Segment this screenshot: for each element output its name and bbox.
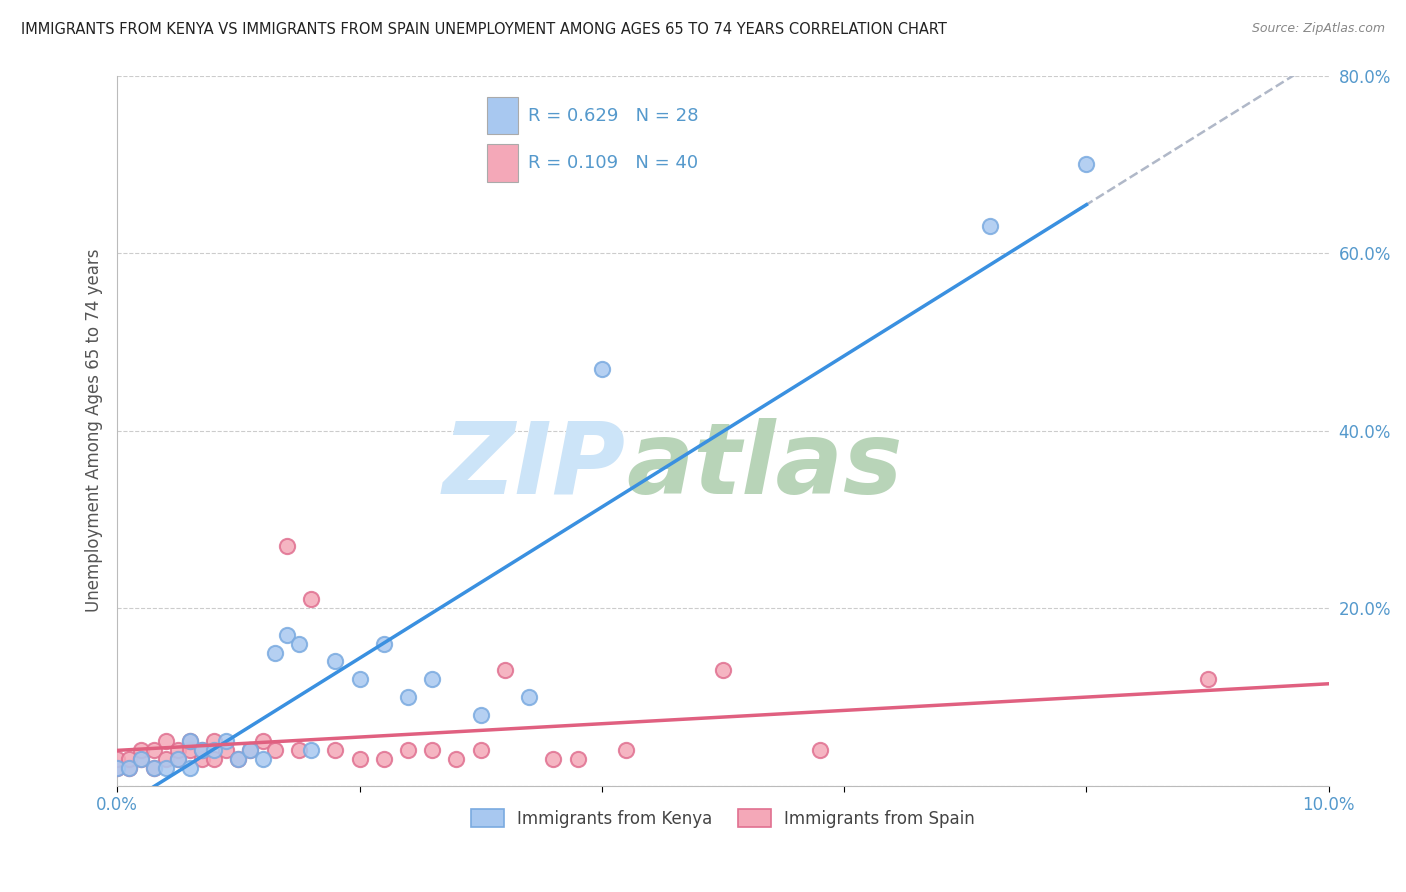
Point xyxy=(191,743,214,757)
Point xyxy=(323,743,346,757)
Point xyxy=(420,743,443,757)
Point xyxy=(105,761,128,775)
Point xyxy=(215,734,238,748)
Point xyxy=(228,752,250,766)
Point xyxy=(543,752,565,766)
Point xyxy=(808,743,831,757)
Point xyxy=(494,664,516,678)
Point xyxy=(299,743,322,757)
Point xyxy=(299,592,322,607)
Point xyxy=(373,752,395,766)
Point xyxy=(179,761,201,775)
Point xyxy=(470,707,492,722)
Point xyxy=(276,539,298,553)
Point xyxy=(396,690,419,704)
Point xyxy=(263,646,285,660)
Point xyxy=(228,752,250,766)
Point xyxy=(420,672,443,686)
Point xyxy=(252,752,274,766)
Point xyxy=(191,752,214,766)
Point xyxy=(1197,672,1219,686)
Point xyxy=(118,761,141,775)
Point xyxy=(614,743,637,757)
Point xyxy=(155,752,177,766)
Point xyxy=(1076,157,1098,171)
Point xyxy=(349,752,371,766)
Point xyxy=(118,752,141,766)
Point xyxy=(470,743,492,757)
Point xyxy=(142,743,165,757)
Point xyxy=(215,743,238,757)
Point xyxy=(166,752,188,766)
Point xyxy=(202,752,225,766)
Point xyxy=(323,655,346,669)
Text: IMMIGRANTS FROM KENYA VS IMMIGRANTS FROM SPAIN UNEMPLOYMENT AMONG AGES 65 TO 74 : IMMIGRANTS FROM KENYA VS IMMIGRANTS FROM… xyxy=(21,22,948,37)
Point xyxy=(591,361,613,376)
Point xyxy=(288,743,311,757)
Point xyxy=(118,761,141,775)
Point xyxy=(288,637,311,651)
Point xyxy=(202,743,225,757)
Point xyxy=(202,734,225,748)
Point xyxy=(105,761,128,775)
Point xyxy=(373,637,395,651)
Point xyxy=(517,690,540,704)
Point xyxy=(446,752,468,766)
Point xyxy=(239,743,262,757)
Text: atlas: atlas xyxy=(626,417,903,515)
Text: Source: ZipAtlas.com: Source: ZipAtlas.com xyxy=(1251,22,1385,36)
Point xyxy=(349,672,371,686)
Point xyxy=(166,743,188,757)
Point xyxy=(179,734,201,748)
Point xyxy=(179,734,201,748)
Point xyxy=(191,743,214,757)
Legend: Immigrants from Kenya, Immigrants from Spain: Immigrants from Kenya, Immigrants from S… xyxy=(464,803,981,834)
Y-axis label: Unemployment Among Ages 65 to 74 years: Unemployment Among Ages 65 to 74 years xyxy=(86,249,103,613)
Point xyxy=(131,743,153,757)
Point xyxy=(711,664,734,678)
Point xyxy=(276,628,298,642)
Point xyxy=(142,761,165,775)
Point xyxy=(179,743,201,757)
Point xyxy=(396,743,419,757)
Point xyxy=(155,734,177,748)
Point xyxy=(131,752,153,766)
Point xyxy=(239,743,262,757)
Point xyxy=(105,752,128,766)
Point xyxy=(567,752,589,766)
Text: ZIP: ZIP xyxy=(443,417,626,515)
Point xyxy=(979,219,1001,234)
Point xyxy=(142,761,165,775)
Point xyxy=(131,752,153,766)
Point xyxy=(252,734,274,748)
Point xyxy=(263,743,285,757)
Point xyxy=(166,752,188,766)
Point xyxy=(155,761,177,775)
